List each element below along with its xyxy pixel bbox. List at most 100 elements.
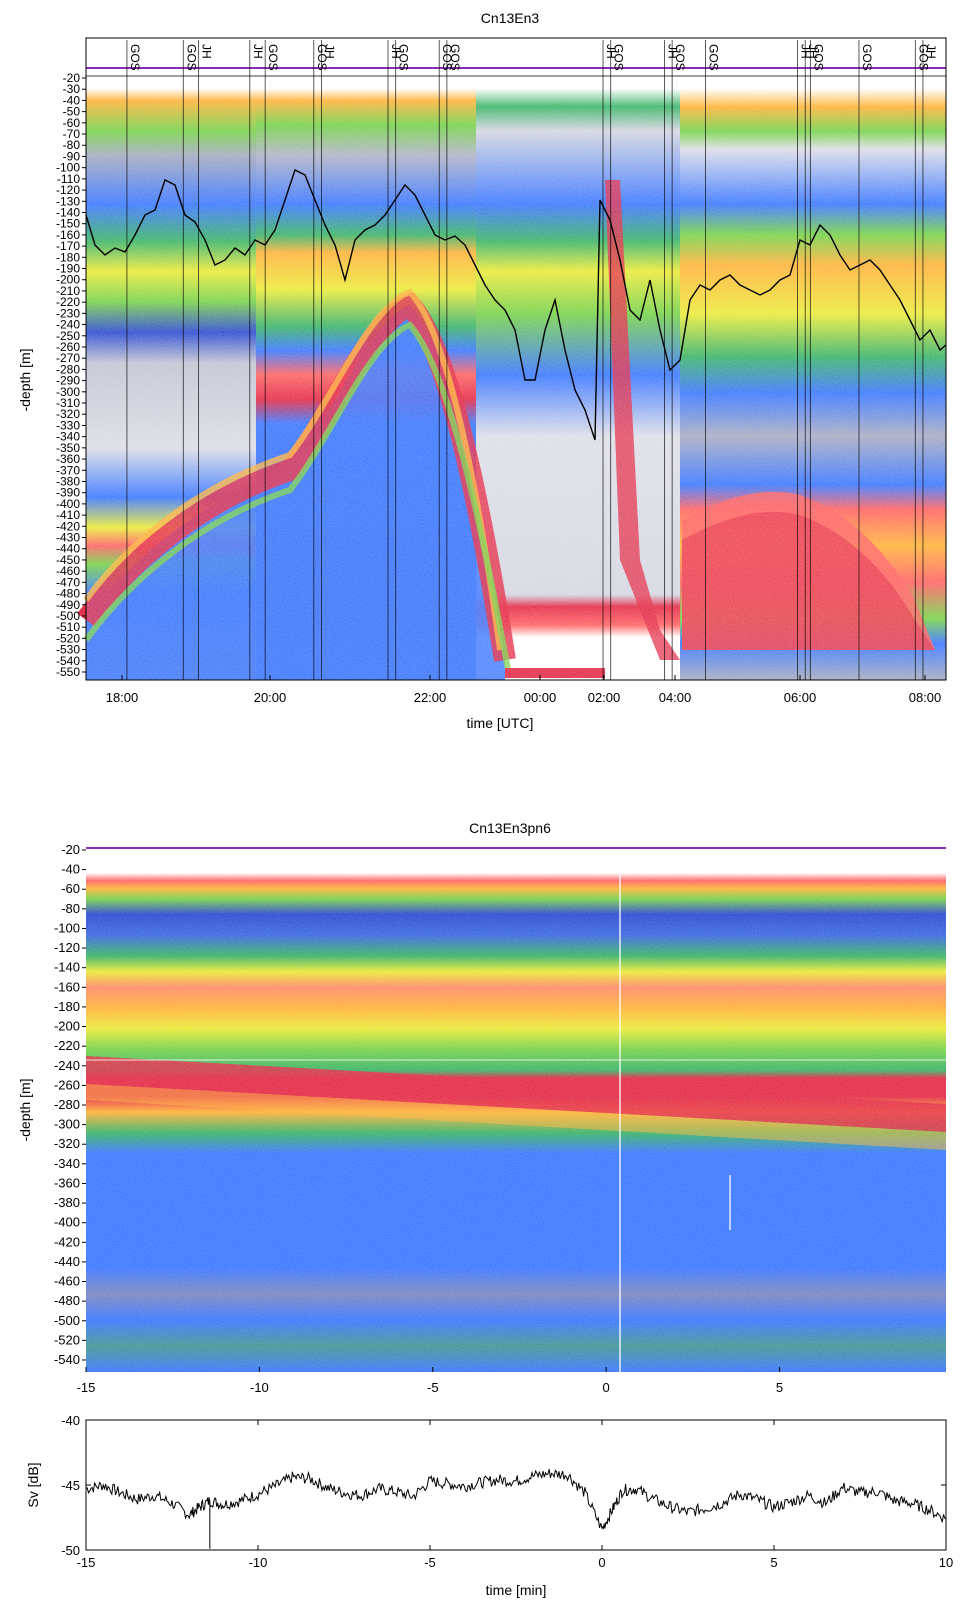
y-tick-label: -320 bbox=[56, 407, 80, 421]
y-tick-label: -160 bbox=[54, 979, 80, 994]
y-tick-label: -380 bbox=[56, 474, 80, 488]
y-tick-label: -480 bbox=[54, 1293, 80, 1308]
y-tick-label: -330 bbox=[56, 418, 80, 432]
y-tick-label: -320 bbox=[54, 1136, 80, 1151]
event-label: JH bbox=[200, 44, 214, 59]
y-tick-label: -310 bbox=[56, 396, 80, 410]
y-tick-label: -160 bbox=[56, 228, 80, 242]
y-tick-label: -360 bbox=[56, 452, 80, 466]
event-label: GOS bbox=[184, 44, 198, 71]
y-tick-label: -220 bbox=[54, 1038, 80, 1053]
echogram-2-y-label: -depth [m] bbox=[17, 1078, 33, 1141]
x-tick-label: 5 bbox=[770, 1555, 777, 1570]
echogram-1-title: Cn13En3 bbox=[481, 10, 540, 26]
sv-x-ticks: -15 -10 -5 0 5 10 bbox=[77, 1420, 953, 1570]
y-tick-label: -40 bbox=[63, 93, 81, 107]
y-tick-label: -20 bbox=[63, 71, 81, 85]
y-tick-label: -490 bbox=[56, 598, 80, 612]
x-tick-label: 10 bbox=[939, 1555, 953, 1570]
y-tick-label: -250 bbox=[56, 329, 80, 343]
y-tick-label: -60 bbox=[63, 116, 81, 130]
x-tick-label: 20:00 bbox=[254, 690, 287, 705]
y-tick-label: -520 bbox=[54, 1332, 80, 1347]
y-tick-label: -400 bbox=[56, 497, 80, 511]
y-tick-label: -20 bbox=[61, 842, 80, 857]
y-tick-label: -550 bbox=[56, 665, 80, 679]
x-tick-label: 18:00 bbox=[106, 690, 139, 705]
x-tick-label: 0 bbox=[598, 1555, 605, 1570]
y-tick-label: -240 bbox=[56, 318, 80, 332]
y-tick-label: -140 bbox=[54, 960, 80, 975]
x-tick-label: 06:00 bbox=[784, 690, 817, 705]
echogram-2-title: Cn13En3pn6 bbox=[469, 820, 551, 836]
y-tick-label: -130 bbox=[56, 194, 80, 208]
sv-series-line bbox=[85, 1469, 947, 1530]
event-label: JH bbox=[806, 44, 820, 59]
y-tick-label: -370 bbox=[56, 463, 80, 477]
event-label: GOS bbox=[397, 44, 411, 71]
event-label: GOS bbox=[448, 44, 462, 71]
x-tick-label: 00:00 bbox=[524, 690, 557, 705]
x-tick-label: -15 bbox=[77, 1380, 96, 1395]
y-tick-label: -110 bbox=[57, 172, 80, 186]
echogram-1-frame bbox=[85, 37, 947, 681]
echogram-1-x-label: time [UTC] bbox=[467, 715, 534, 731]
y-tick-label: -80 bbox=[63, 138, 81, 152]
y-tick-label: -540 bbox=[54, 1352, 80, 1367]
x-tick-label: -5 bbox=[424, 1555, 436, 1570]
y-tick-label: -260 bbox=[54, 1077, 80, 1092]
y-tick-label: -40 bbox=[61, 1413, 80, 1428]
x-tick-label: 04:00 bbox=[659, 690, 692, 705]
y-tick-label: -180 bbox=[56, 250, 80, 264]
x-tick-label: 02:00 bbox=[588, 690, 621, 705]
y-tick-label: -540 bbox=[56, 654, 80, 668]
y-tick-label: -45 bbox=[61, 1478, 80, 1493]
y-tick-label: -440 bbox=[54, 1254, 80, 1269]
y-tick-label: -100 bbox=[54, 920, 80, 935]
y-tick-label: -120 bbox=[56, 183, 80, 197]
x-tick-label: 5 bbox=[776, 1380, 783, 1395]
y-tick-label: -30 bbox=[63, 82, 81, 96]
echogram-1-y-label: -depth [m] bbox=[17, 348, 33, 411]
y-tick-label: -200 bbox=[54, 1019, 80, 1034]
y-tick-label: -300 bbox=[56, 385, 80, 399]
sv-y-ticks: -40 -45 -50 bbox=[61, 1413, 946, 1558]
y-tick-label: -300 bbox=[54, 1117, 80, 1132]
y-tick-label: -390 bbox=[56, 486, 80, 500]
y-tick-label: -200 bbox=[56, 273, 80, 287]
y-tick-label: -360 bbox=[54, 1175, 80, 1190]
y-tick-label: -80 bbox=[61, 901, 80, 916]
y-tick-label: -460 bbox=[54, 1274, 80, 1289]
y-tick-label: -470 bbox=[56, 575, 80, 589]
event-label: JH bbox=[924, 44, 938, 59]
y-tick-label: -340 bbox=[56, 430, 80, 444]
y-tick-label: -60 bbox=[61, 881, 80, 896]
y-tick-label: -230 bbox=[56, 306, 80, 320]
y-tick-label: -240 bbox=[54, 1058, 80, 1073]
y-tick-label: -50 bbox=[63, 105, 81, 119]
y-tick-label: -150 bbox=[56, 217, 80, 231]
x-tick-label: 22:00 bbox=[414, 690, 447, 705]
event-label: JH bbox=[322, 44, 336, 59]
y-tick-label: -270 bbox=[56, 351, 80, 365]
x-tick-label: 08:00 bbox=[909, 690, 942, 705]
y-tick-label: -140 bbox=[56, 205, 80, 219]
x-tick-label: -5 bbox=[427, 1380, 439, 1395]
y-tick-label: -50 bbox=[61, 1543, 80, 1558]
y-tick-label: -170 bbox=[56, 239, 80, 253]
y-tick-label: -190 bbox=[56, 262, 80, 276]
x-tick-label: -10 bbox=[250, 1380, 269, 1395]
y-tick-label: -530 bbox=[56, 643, 80, 657]
y-tick-label: -220 bbox=[56, 295, 80, 309]
event-label: JH bbox=[251, 44, 265, 59]
y-tick-label: -350 bbox=[56, 441, 80, 455]
y-tick-label: -510 bbox=[56, 620, 80, 634]
y-tick-label: -480 bbox=[56, 587, 80, 601]
y-tick-label: -260 bbox=[56, 340, 80, 354]
y-tick-label: -500 bbox=[54, 1313, 80, 1328]
y-tick-label: -440 bbox=[56, 542, 80, 556]
y-tick-label: -380 bbox=[54, 1195, 80, 1210]
event-label: GOS bbox=[128, 44, 142, 71]
